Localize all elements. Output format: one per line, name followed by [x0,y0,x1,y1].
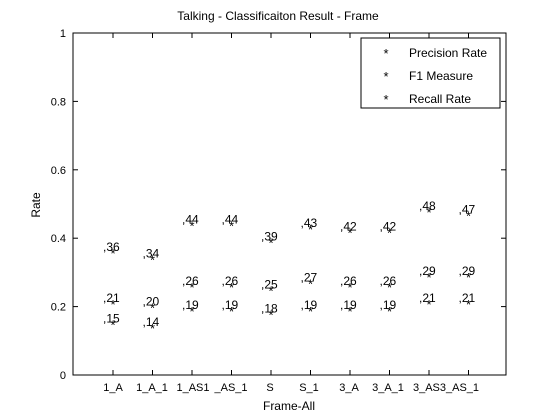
data-point: * [308,277,313,292]
data-point: * [189,304,194,319]
data-point: * [229,304,234,319]
data-label: ,29 [419,264,436,278]
data-point: * [387,225,392,240]
data-label: ,19 [182,298,199,312]
data-label: ,29 [459,264,476,278]
data-label: ,36 [103,240,120,254]
x-tick-label: 3_AS3_AS_1 [413,382,479,394]
legend: * Precision Rate * F1 Measure * Recall Rate [360,37,501,109]
data-label: ,21 [419,291,436,305]
legend-label: Precision Rate [409,46,487,60]
legend-marker: * [383,69,388,84]
data-label: ,43 [301,216,318,230]
data-point: * [308,222,313,237]
data-label: ,26 [340,274,357,288]
data-label: ,48 [419,199,436,213]
data-label: ,15 [103,312,120,326]
x-axis: 1_A 1_A_1 1_AS1 _AS_1 S S_1 3_A 3_A_1 3_AS3_AS_1 [103,33,479,394]
data-point: * [268,236,273,251]
data-point: * [189,280,194,295]
x-tick-label: 3_A_1 [372,382,404,394]
data-point: * [347,304,352,319]
data-point: * [466,270,471,285]
x-tick-label: S_1 [299,382,319,394]
y-axis-title: Rate [29,192,43,218]
data-label: ,42 [380,219,397,233]
data-point: * [150,301,155,316]
legend-label: F1 Measure [409,69,473,83]
data-label: ,19 [222,298,239,312]
data-point: * [347,280,352,295]
y-axis: 0 0.2 0.4 0.6 0.8 1 [51,28,506,382]
data-point: * [268,284,273,299]
data-label: ,19 [380,298,397,312]
data-marks: *,15*,14*,19 *,19*,18 *,19 *,19 *,19 *,21 *,21… [103,199,476,336]
data-label: ,26 [380,274,397,288]
data-label: ,19 [340,298,357,312]
data-label: ,25 [261,278,278,292]
x-tick-label: 1_A_1 [136,382,168,394]
data-label: ,47 [459,202,476,216]
data-point: * [426,297,431,312]
data-label: ,34 [143,247,160,261]
data-point: * [426,270,431,285]
data-label: ,14 [143,315,160,329]
data-point: * [110,246,115,261]
legend-marker: * [383,46,388,61]
x-tick-label: 1_A [103,382,123,394]
data-point: * [110,318,115,333]
y-tick-label: 0.2 [51,302,66,314]
legend-label: Recall Rate [409,92,471,106]
y-tick-label: 0.8 [51,96,66,108]
data-label: ,21 [103,291,120,305]
data-point: * [268,307,273,322]
data-point: * [308,304,313,319]
legend-box [360,37,501,109]
y-tick-label: 0.4 [51,233,66,245]
x-tick-label: 1_AS1 [176,382,209,394]
data-point: * [387,280,392,295]
data-label: ,27 [301,271,318,285]
y-tick-label: 1 [60,28,66,40]
data-point: * [110,297,115,312]
data-label: ,21 [459,291,476,305]
x-tick-label: S [266,382,273,394]
data-label: ,26 [222,274,239,288]
data-point: * [466,297,471,312]
y-tick-label: 0 [60,370,66,382]
data-point: * [426,205,431,220]
data-point: * [189,219,194,234]
y-tick-label: 0.6 [51,165,66,177]
data-point: * [387,304,392,319]
data-point: * [150,253,155,268]
legend-marker: * [383,92,388,107]
data-point: * [229,219,234,234]
data-label: ,44 [182,213,199,227]
data-label: ,19 [301,298,318,312]
x-axis-title: Frame-All [263,399,315,413]
x-tick-label: 3_A [339,382,359,394]
data-label: ,39 [261,230,278,244]
data-label: ,26 [182,274,199,288]
data-point: * [347,225,352,240]
data-point: * [229,280,234,295]
data-label: ,44 [222,213,239,227]
data-point: * [466,208,471,223]
data-point: * [150,321,155,336]
data-label: ,42 [340,219,357,233]
x-tick-label: _AS_1 [213,382,247,394]
data-label: ,18 [261,301,278,315]
data-label: ,20 [143,295,160,309]
chart-title: Talking - Classificaiton Result - Frame [177,9,379,23]
